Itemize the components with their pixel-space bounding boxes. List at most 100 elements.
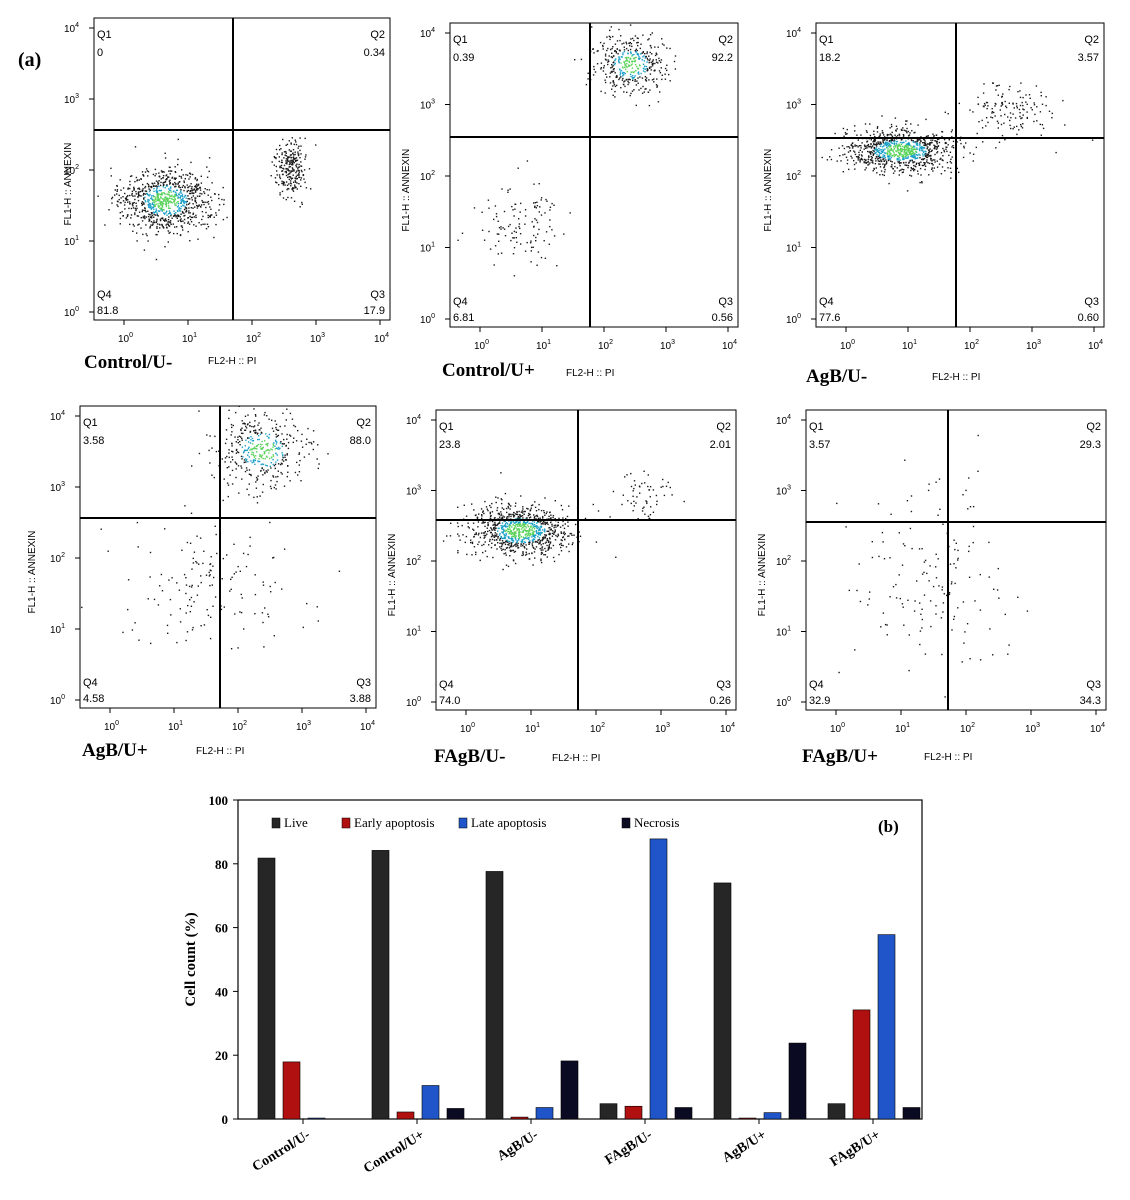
dot xyxy=(160,204,162,206)
dot xyxy=(155,203,157,205)
dot xyxy=(579,535,582,537)
dot xyxy=(275,452,277,455)
dot xyxy=(535,207,537,209)
dot xyxy=(298,163,300,166)
dot xyxy=(905,161,907,164)
dot xyxy=(159,176,161,178)
dot xyxy=(630,52,632,55)
dot xyxy=(292,441,294,444)
dot xyxy=(203,191,205,193)
dot xyxy=(913,148,916,151)
dot xyxy=(450,522,452,524)
dot xyxy=(999,109,1001,111)
dot xyxy=(510,239,512,242)
dot xyxy=(879,166,882,168)
dot xyxy=(294,159,297,162)
dot xyxy=(205,211,207,214)
dot xyxy=(879,163,881,165)
legend-label: Late apoptosis xyxy=(471,815,546,830)
dot xyxy=(156,223,159,225)
dot xyxy=(934,148,936,150)
dot xyxy=(504,537,506,539)
dot xyxy=(911,156,913,158)
y-tick-label: 100 xyxy=(786,313,801,326)
dot xyxy=(921,158,923,161)
dot xyxy=(289,435,292,437)
dot xyxy=(529,516,532,518)
dot xyxy=(632,75,634,77)
dot xyxy=(627,52,629,55)
dot xyxy=(273,486,275,489)
dot xyxy=(486,555,488,558)
dot xyxy=(171,194,173,196)
dot xyxy=(272,454,274,456)
dot xyxy=(597,510,600,512)
dot xyxy=(638,73,640,75)
dot xyxy=(903,134,905,137)
dot xyxy=(886,634,888,636)
dot xyxy=(638,56,640,58)
dot xyxy=(512,539,514,541)
dot xyxy=(969,506,972,508)
dot xyxy=(519,227,521,230)
dot xyxy=(291,170,293,172)
dot xyxy=(1018,129,1020,131)
dot xyxy=(200,182,203,184)
y-tick-label: 101 xyxy=(64,235,79,248)
dot xyxy=(457,506,459,508)
dot xyxy=(289,160,291,162)
dot xyxy=(192,557,194,560)
dot xyxy=(646,51,648,53)
y-tick-label: 101 xyxy=(50,623,65,636)
dot xyxy=(277,475,279,478)
legend-label: Early apoptosis xyxy=(354,815,435,830)
dot xyxy=(190,192,192,195)
dot xyxy=(957,549,959,552)
dot xyxy=(161,192,164,195)
dot xyxy=(296,178,298,180)
dot xyxy=(958,102,960,105)
dot xyxy=(172,196,174,198)
dot xyxy=(875,147,878,149)
dot xyxy=(937,145,940,147)
dot xyxy=(1012,102,1014,104)
dot xyxy=(898,162,901,165)
dot xyxy=(512,533,514,535)
sample-label: AgB/U- xyxy=(806,366,867,387)
dot xyxy=(277,470,279,472)
dot xyxy=(924,142,926,144)
dot xyxy=(135,176,138,179)
dot xyxy=(304,137,306,140)
dot xyxy=(891,138,894,141)
dot xyxy=(925,151,927,153)
dot xyxy=(521,524,523,527)
dot xyxy=(508,542,510,545)
dot xyxy=(936,147,939,149)
dot xyxy=(887,155,889,157)
dot xyxy=(882,163,884,165)
dot xyxy=(153,196,155,198)
dot xyxy=(927,489,930,492)
dot xyxy=(243,459,246,461)
dot xyxy=(164,187,166,189)
dot xyxy=(189,176,191,178)
dot xyxy=(154,221,156,224)
dot xyxy=(902,157,904,159)
dot xyxy=(524,510,526,513)
dot xyxy=(930,150,933,152)
dot xyxy=(259,495,261,497)
dot xyxy=(525,523,527,525)
dot xyxy=(628,65,630,67)
dot xyxy=(127,188,129,190)
dot xyxy=(272,463,274,466)
dot xyxy=(298,145,300,147)
dot xyxy=(906,190,909,192)
dot xyxy=(164,218,166,220)
dot xyxy=(461,524,463,527)
dot xyxy=(281,459,284,461)
dot xyxy=(518,517,520,519)
dot xyxy=(1030,107,1032,109)
dot xyxy=(249,430,252,433)
dot xyxy=(669,486,671,489)
